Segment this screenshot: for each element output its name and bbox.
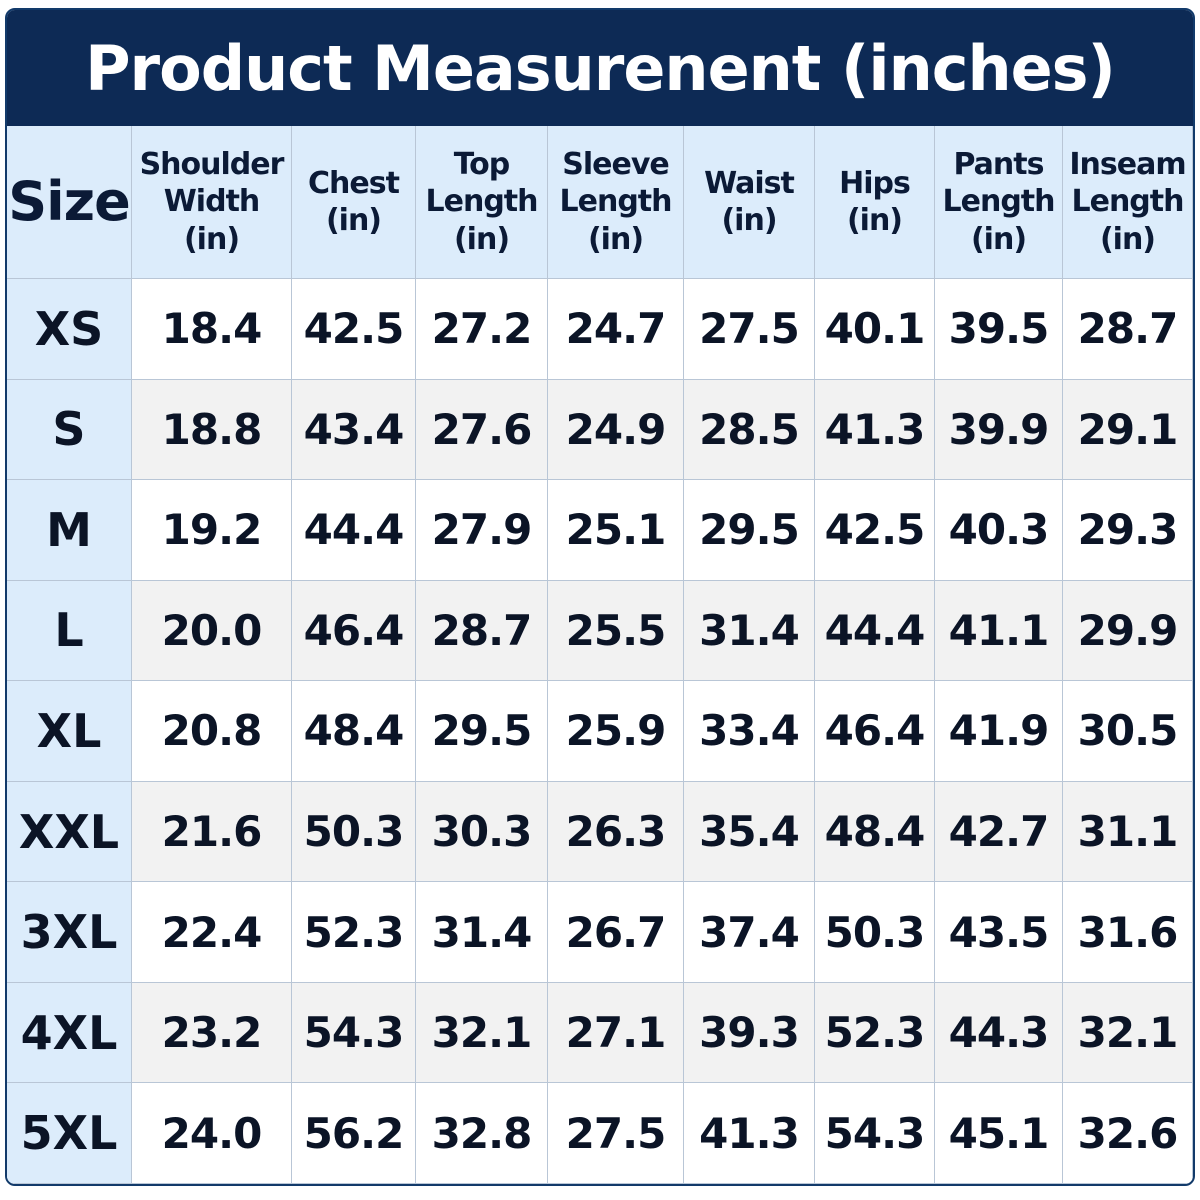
measurement: 22.4 [132, 882, 292, 983]
column-header: Chest (in) [292, 126, 416, 279]
measurement: 48.4 [815, 781, 935, 883]
measurement: 50.3 [815, 882, 935, 983]
measurement: 28.5 [684, 379, 815, 481]
size-label: XS [7, 279, 132, 380]
measurement: 24.0 [132, 1083, 292, 1184]
measurement: 56.2 [292, 1083, 416, 1184]
size-label: 3XL [7, 882, 132, 983]
size-label: M [7, 480, 132, 581]
column-header: Size [7, 126, 132, 279]
measurement: 25.5 [548, 580, 684, 682]
measurement: 27.1 [548, 982, 684, 1084]
measurement: 44.4 [292, 480, 416, 581]
measurement: 41.3 [815, 379, 935, 481]
measurement: 40.3 [935, 480, 1063, 581]
measurement: 23.2 [132, 982, 292, 1084]
measurement: 28.7 [416, 580, 548, 682]
measurement: 27.2 [416, 279, 548, 380]
measurement: 29.3 [1063, 480, 1193, 581]
measurement: 29.1 [1063, 379, 1193, 481]
size-label: XXL [7, 781, 132, 883]
measurement: 33.4 [684, 681, 815, 782]
size-label: L [7, 580, 132, 682]
measurement: 20.0 [132, 580, 292, 682]
column-header: Waist (in) [684, 126, 815, 279]
measurement: 54.3 [815, 1083, 935, 1184]
size-label: XL [7, 681, 132, 782]
measurement: 28.7 [1063, 279, 1193, 380]
measurement: 31.4 [416, 882, 548, 983]
measurement: 30.3 [416, 781, 548, 883]
table: Size Shoulder Width (in) Chest (in) Top Len… [7, 126, 1193, 1184]
measurement: 41.1 [935, 580, 1063, 682]
column-header: Sleeve Length (in) [548, 126, 684, 279]
measurement: 39.5 [935, 279, 1063, 380]
measurement: 29.5 [416, 681, 548, 782]
measurement: 25.9 [548, 681, 684, 782]
measurement: 26.3 [548, 781, 684, 883]
measurement: 18.8 [132, 379, 292, 481]
measurement: 30.5 [1063, 681, 1193, 782]
measurement: 37.4 [684, 882, 815, 983]
measurement: 29.9 [1063, 580, 1193, 682]
measurement: 32.1 [416, 982, 548, 1084]
measurement: 26.7 [548, 882, 684, 983]
measurement: 46.4 [815, 681, 935, 782]
measurement: 39.9 [935, 379, 1063, 481]
size-label: S [7, 379, 132, 481]
size-label: 5XL [7, 1083, 132, 1184]
size-label: 4XL [7, 982, 132, 1084]
measurement: 52.3 [815, 982, 935, 1084]
measurement: 43.4 [292, 379, 416, 481]
measurement: 29.5 [684, 480, 815, 581]
column-header: Inseam Length (in) [1063, 126, 1193, 279]
column-header: Shoulder Width (in) [132, 126, 292, 279]
measurement: 39.3 [684, 982, 815, 1084]
title: Product Measurenent (inches) [7, 10, 1193, 126]
measurement: 41.9 [935, 681, 1063, 782]
measurement: 27.9 [416, 480, 548, 581]
column-header: Hips (in) [815, 126, 935, 279]
measurement: 20.8 [132, 681, 292, 782]
measurement: 50.3 [292, 781, 416, 883]
measurement: 54.3 [292, 982, 416, 1084]
measurement: 24.7 [548, 279, 684, 380]
measurement: 32.1 [1063, 982, 1193, 1084]
measurement: 32.6 [1063, 1083, 1193, 1184]
measurement: 27.5 [684, 279, 815, 380]
measurement: 32.8 [416, 1083, 548, 1184]
measurement: 42.5 [292, 279, 416, 380]
measurement: 41.3 [684, 1083, 815, 1184]
measurement: 44.4 [815, 580, 935, 682]
measurement: 40.1 [815, 279, 935, 380]
measurement: 25.1 [548, 480, 684, 581]
size-chart: Product Measurenent (inches) Size Shoulde… [5, 8, 1195, 1186]
measurement: 31.6 [1063, 882, 1193, 983]
measurement: 42.5 [815, 480, 935, 581]
measurement: 52.3 [292, 882, 416, 983]
measurement: 27.5 [548, 1083, 684, 1184]
measurement: 24.9 [548, 379, 684, 481]
measurement: 35.4 [684, 781, 815, 883]
measurement: 31.4 [684, 580, 815, 682]
measurement: 43.5 [935, 882, 1063, 983]
measurement: 42.7 [935, 781, 1063, 883]
measurement: 21.6 [132, 781, 292, 883]
measurement: 18.4 [132, 279, 292, 380]
column-header: Top Length (in) [416, 126, 548, 279]
measurement: 31.1 [1063, 781, 1193, 883]
measurement: 19.2 [132, 480, 292, 581]
measurement: 46.4 [292, 580, 416, 682]
measurement: 44.3 [935, 982, 1063, 1084]
measurement: 27.6 [416, 379, 548, 481]
measurement: 48.4 [292, 681, 416, 782]
measurement: 45.1 [935, 1083, 1063, 1184]
column-header: Pants Length (in) [935, 126, 1063, 279]
